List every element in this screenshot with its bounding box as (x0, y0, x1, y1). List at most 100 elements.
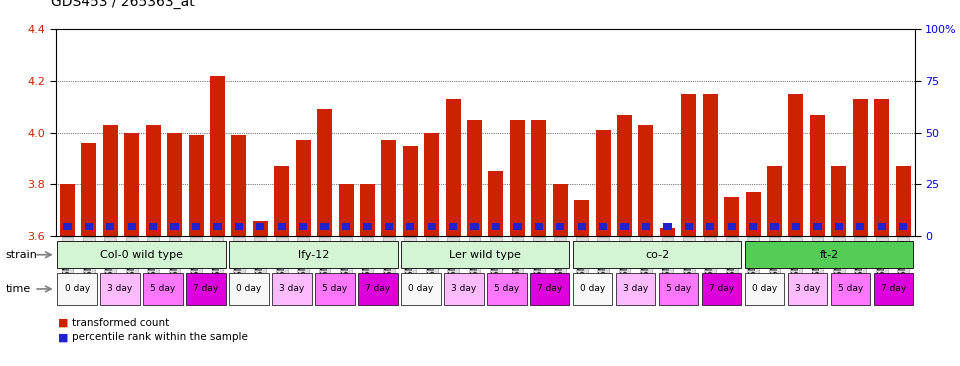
Bar (63, 223, 72, 229)
Bar (128, 223, 136, 229)
Bar (149, 223, 157, 229)
Bar (638, 125, 654, 236)
Bar (468, 120, 482, 236)
Bar (834, 223, 843, 229)
Bar (363, 223, 372, 229)
Bar (489, 171, 503, 236)
Bar (896, 166, 911, 236)
Bar (192, 223, 200, 229)
Text: 5 day: 5 day (494, 284, 519, 294)
Bar (724, 197, 739, 236)
Bar (745, 273, 784, 305)
Bar (767, 166, 782, 236)
Text: 3 day: 3 day (279, 284, 304, 294)
Bar (82, 143, 96, 236)
Bar (599, 223, 608, 229)
Bar (642, 223, 650, 229)
Bar (810, 115, 825, 236)
Bar (321, 223, 328, 229)
Text: ■: ■ (58, 332, 68, 343)
Bar (103, 125, 118, 236)
Bar (315, 273, 354, 305)
Bar (427, 223, 436, 229)
Bar (707, 223, 714, 229)
Bar (877, 223, 886, 229)
Text: lfy-12: lfy-12 (298, 250, 329, 260)
Text: Col-0 wild type: Col-0 wild type (100, 250, 183, 260)
Bar (124, 133, 139, 236)
Bar (470, 223, 479, 229)
Text: GDS453 / 265363_at: GDS453 / 265363_at (51, 0, 195, 9)
Bar (514, 223, 521, 229)
Text: 5 day: 5 day (323, 284, 348, 294)
Bar (107, 223, 114, 229)
Bar (684, 223, 693, 229)
Bar (487, 273, 526, 305)
Bar (556, 223, 564, 229)
Text: ■: ■ (58, 318, 68, 328)
Bar (875, 99, 889, 236)
Bar (275, 166, 289, 236)
Bar (406, 223, 415, 229)
Bar (381, 141, 396, 236)
Bar (146, 125, 160, 236)
Bar (84, 223, 93, 229)
Bar (401, 241, 569, 268)
Bar (573, 241, 741, 268)
Bar (235, 223, 243, 229)
Bar (660, 228, 675, 236)
Text: 3 day: 3 day (451, 284, 476, 294)
Bar (530, 273, 569, 305)
Bar (830, 273, 870, 305)
Bar (663, 223, 672, 229)
Bar (317, 109, 332, 236)
Text: 7 day: 7 day (880, 284, 906, 294)
Bar (702, 273, 741, 305)
Text: Ler wild type: Ler wild type (449, 250, 521, 260)
Bar (445, 99, 461, 236)
Bar (682, 94, 696, 236)
Bar (874, 273, 913, 305)
Bar (616, 273, 656, 305)
Bar (229, 241, 397, 268)
Bar (296, 141, 311, 236)
Bar (401, 273, 441, 305)
Bar (167, 133, 182, 236)
Text: 5 day: 5 day (838, 284, 863, 294)
Bar (171, 223, 179, 229)
Bar (188, 135, 204, 236)
Text: percentile rank within the sample: percentile rank within the sample (72, 332, 248, 343)
Bar (213, 223, 222, 229)
Text: transformed count: transformed count (72, 318, 169, 328)
Bar (531, 120, 546, 236)
Text: strain: strain (6, 250, 37, 260)
Text: 3 day: 3 day (108, 284, 132, 294)
Bar (186, 273, 226, 305)
Bar (745, 241, 913, 268)
Bar (573, 273, 612, 305)
Bar (143, 273, 182, 305)
Bar (252, 221, 268, 236)
Bar (578, 223, 586, 229)
Bar (231, 135, 247, 236)
Bar (595, 130, 611, 236)
Bar (449, 223, 457, 229)
Bar (58, 273, 97, 305)
Bar (403, 146, 418, 236)
Bar (273, 273, 312, 305)
Bar (788, 94, 804, 236)
Text: 0 day: 0 day (64, 284, 90, 294)
Bar (831, 166, 847, 236)
Text: 5 day: 5 day (666, 284, 691, 294)
Bar (342, 223, 350, 229)
Bar (899, 223, 907, 229)
Text: 7 day: 7 day (708, 284, 734, 294)
Bar (101, 273, 140, 305)
Bar (299, 223, 307, 229)
Bar (852, 99, 868, 236)
Text: ft-2: ft-2 (819, 250, 839, 260)
Bar (746, 192, 760, 236)
Bar (229, 273, 269, 305)
Bar (360, 184, 375, 236)
Bar (553, 184, 567, 236)
